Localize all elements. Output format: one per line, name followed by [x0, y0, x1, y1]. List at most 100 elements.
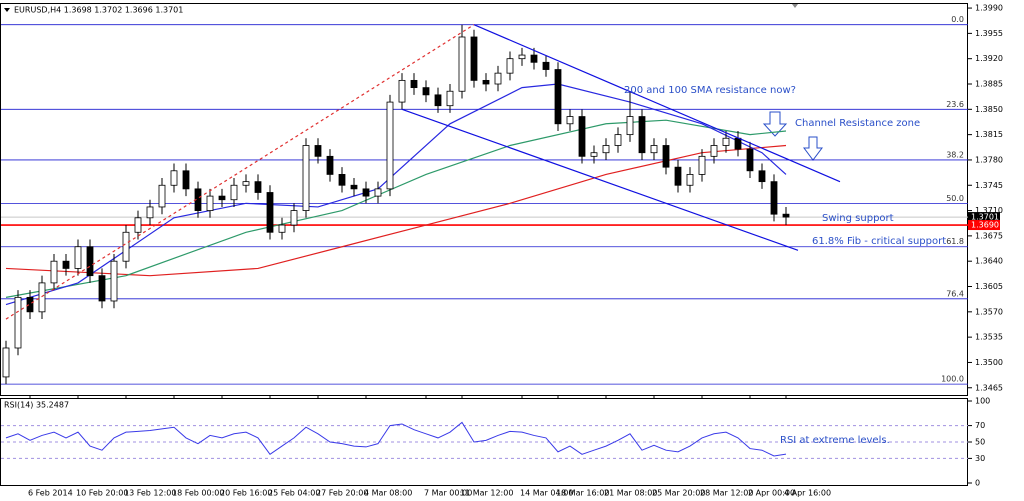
main-panel-frame [0, 3, 968, 396]
price-label: 1.3701 [971, 213, 999, 222]
y-tick-label: 100 [975, 397, 990, 406]
candle-body [290, 210, 298, 226]
candle-body [626, 116, 634, 136]
y-tick-label: 1.3675 [975, 231, 1003, 240]
annotation: Channel Resistance zone [795, 118, 920, 129]
trendline [473, 24, 841, 183]
candle-body [674, 166, 682, 186]
candle-body [302, 145, 310, 211]
x-tick-label: 20 Feb 16:00 [220, 489, 272, 498]
candle-body [254, 181, 262, 193]
y-tick-label: 1.3745 [975, 181, 1003, 190]
menu-triangle[interactable] [4, 8, 10, 12]
arrow [762, 111, 788, 137]
x-tick-label: 4 Apr 16:00 [784, 489, 831, 498]
candle-body [398, 79, 406, 103]
candle-body [338, 174, 346, 186]
candle-body [758, 170, 766, 183]
candle-body [374, 188, 382, 197]
candle-body [242, 181, 250, 186]
candle-body [74, 246, 82, 269]
candle-body [530, 54, 538, 63]
y-tick-label: 1.3955 [975, 29, 1003, 38]
candle-body [86, 246, 94, 277]
y-tick-label: 70 [975, 421, 985, 430]
y-tick-label: 1.3990 [975, 4, 1003, 13]
candle-body [182, 170, 190, 190]
trendline [5, 24, 475, 320]
x-tick-label: 11 Mar 12:00 [460, 489, 513, 498]
arrow [803, 136, 823, 161]
candle-body [434, 94, 442, 107]
y-tick-label: 1.3605 [975, 282, 1003, 291]
x-tick-label: 21 Mar 08:00 [604, 489, 657, 498]
y-tick-label: 1.3535 [975, 333, 1003, 342]
y-tick-label: 1.3850 [975, 105, 1003, 114]
rsi-title: RSI(14) 35.2487 [4, 401, 69, 410]
candle-body [2, 347, 10, 378]
fib-label: 23.6 [946, 100, 964, 109]
candle-body [554, 69, 562, 125]
y-tick-label: 1.3570 [975, 307, 1003, 316]
candle-body [410, 79, 418, 89]
x-tick-label: 6 Feb 2014 [28, 489, 73, 498]
x-tick-label: 25 Feb 04:00 [268, 489, 320, 498]
x-tick-label: 2 Apr 00:00 [748, 489, 795, 498]
candle-body [146, 206, 154, 219]
x-tick-label: 18 Feb 00:00 [172, 489, 224, 498]
price-box [968, 212, 1000, 223]
chart-title: EURUSD,H4 1.3698 1.3702 1.3696 1.3701 [14, 6, 183, 15]
rsi-line [5, 421, 787, 457]
y-tick-label: 1.3815 [975, 130, 1003, 139]
x-tick-label: 28 Mar 12:00 [700, 489, 753, 498]
candle-body [278, 224, 286, 233]
candle-body [506, 58, 514, 74]
candle-body [26, 296, 34, 313]
candle-body [602, 145, 610, 154]
x-tick-label: 18 Mar 16:00 [556, 489, 609, 498]
fib-label: 61.8 [946, 237, 964, 246]
candle-body [446, 90, 454, 107]
candle-body [734, 137, 742, 150]
y-tick-label: 0 [975, 479, 980, 488]
candle-body [38, 282, 46, 313]
candle-body [458, 36, 466, 92]
candle-body [266, 192, 274, 233]
candle-body [638, 116, 646, 154]
x-tick-label: 10 Feb 20:00 [76, 489, 128, 498]
candle-body [350, 184, 358, 190]
candle-body [470, 36, 478, 81]
fib-label: 50.0 [946, 194, 964, 203]
x-tick-label: 7 Mar 00:00 [424, 489, 472, 498]
candle-body [578, 116, 586, 157]
candle-body [50, 260, 58, 284]
candle-body [62, 260, 70, 269]
y-tick-label: 1.3465 [975, 383, 1003, 392]
fib-label: 0.0 [951, 15, 964, 24]
candle-body [650, 145, 658, 154]
y-tick-label: 1.3780 [975, 155, 1003, 164]
candle-body [710, 145, 718, 157]
moving-average [5, 144, 787, 277]
fib-label: 76.4 [946, 289, 964, 298]
candle-body [230, 184, 238, 201]
x-tick-label: 13 Feb 12:00 [124, 489, 176, 498]
annotation: Swing support [822, 213, 894, 224]
candle-body [386, 101, 394, 190]
candle-body [98, 275, 106, 302]
annotation: 61.8% Fib - critical support [812, 236, 946, 247]
candle-body [422, 87, 430, 96]
shift-marker [792, 4, 798, 8]
candle-body [482, 79, 490, 85]
candle-body [494, 72, 502, 85]
candle-body [770, 181, 778, 215]
candle-body [326, 155, 334, 175]
candle-body [662, 145, 670, 168]
candle-body [566, 116, 574, 125]
trendline [401, 108, 799, 251]
candle-body [542, 61, 550, 70]
candle-body [782, 213, 790, 218]
x-tick-label: 25 Mar 20:00 [652, 489, 705, 498]
candle-body [170, 170, 178, 186]
